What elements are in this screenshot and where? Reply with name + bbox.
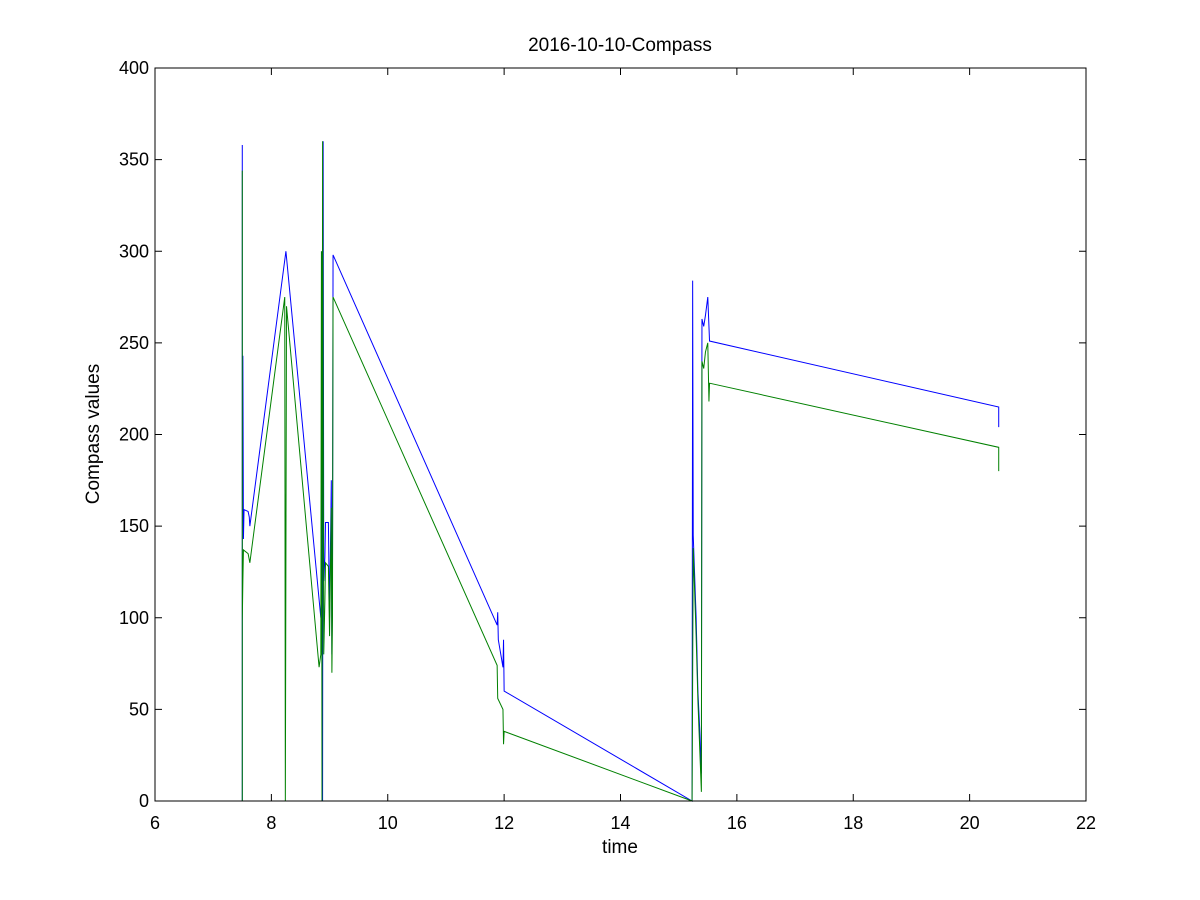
y-tick-label: 300 <box>119 241 149 261</box>
x-tick-label: 18 <box>843 813 863 833</box>
x-axis-label: time <box>602 837 638 858</box>
x-tick-label: 8 <box>266 813 276 833</box>
y-tick-label: 250 <box>119 333 149 353</box>
y-tick-label: 100 <box>119 608 149 628</box>
x-tick-label: 20 <box>960 813 980 833</box>
y-tick-label: 400 <box>119 58 149 78</box>
plot-area: 6 8 10 12 14 16 18 20 22 0 50 100 150 200 250 300 350 400 <box>119 58 1096 833</box>
y-tick-label: 200 <box>119 425 149 445</box>
y-tick-label: 350 <box>119 150 149 170</box>
x-tick-label: 22 <box>1076 813 1096 833</box>
series-line-2 <box>241 141 1000 802</box>
y-tick-label: 150 <box>119 516 149 536</box>
x-tick-label: 12 <box>494 813 514 833</box>
chart-title: 2016-10-10-Compass <box>528 35 712 56</box>
y-tick-label: 50 <box>129 699 149 719</box>
y-tick-label: 0 <box>139 791 149 811</box>
y-axis-label: Compass values <box>83 364 104 504</box>
x-tick-label: 14 <box>610 813 630 833</box>
x-tick-label: 10 <box>378 813 398 833</box>
x-tick-label: 6 <box>150 813 160 833</box>
x-tick-label: 16 <box>727 813 747 833</box>
